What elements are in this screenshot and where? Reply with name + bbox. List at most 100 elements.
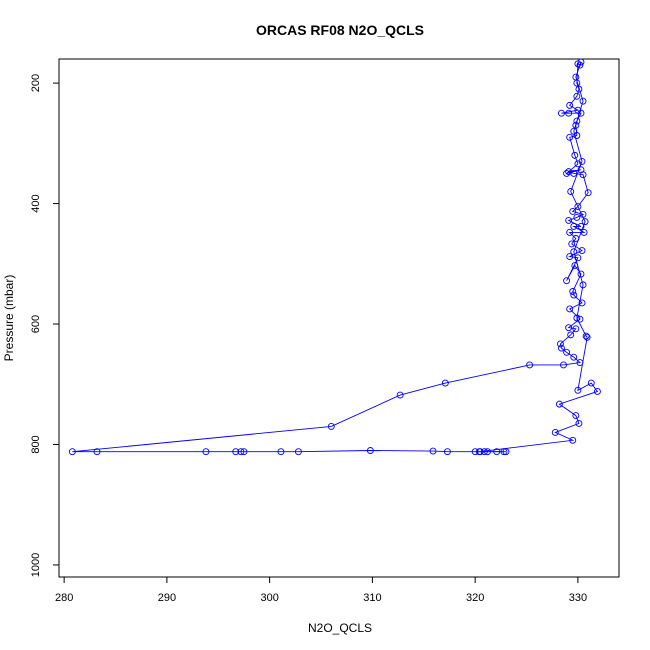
data-point	[569, 436, 577, 444]
series-line	[479, 61, 599, 453]
data-point	[587, 379, 595, 387]
data-point	[573, 213, 581, 221]
data-point	[569, 288, 577, 295]
data-point	[574, 386, 582, 394]
data-point	[563, 169, 571, 177]
data-point	[565, 109, 573, 117]
data-point	[567, 188, 575, 195]
data-point	[237, 448, 245, 456]
data-point	[560, 361, 567, 369]
x-tick-label: 280	[55, 592, 73, 604]
data-point	[565, 168, 573, 176]
data-point	[500, 448, 508, 456]
data-point	[240, 448, 248, 456]
data-point	[570, 353, 578, 361]
data-point	[573, 314, 581, 322]
data-point	[578, 299, 586, 307]
data-point	[563, 348, 571, 356]
data-point	[443, 448, 451, 456]
data-point	[570, 248, 578, 256]
data-point	[570, 291, 578, 299]
data-point	[232, 448, 240, 456]
data-point	[577, 58, 585, 66]
data-point	[277, 448, 285, 456]
data-point	[573, 117, 581, 125]
y-tick-label: 800	[30, 435, 42, 453]
data-point	[566, 253, 574, 261]
plot-frame	[58, 58, 620, 578]
data-point	[577, 166, 585, 174]
data-point	[584, 189, 592, 197]
data-point	[579, 97, 587, 105]
data-point	[567, 331, 575, 339]
y-tick-label: 1000	[30, 553, 42, 577]
data-point	[579, 281, 587, 289]
data-point	[572, 121, 580, 129]
x-tick-label: 330	[569, 592, 587, 604]
data-point	[396, 391, 404, 399]
series-line	[72, 63, 589, 453]
data-point	[571, 151, 579, 159]
y-tick-label: 400	[30, 194, 42, 212]
data-point	[555, 400, 563, 408]
data-point	[572, 73, 580, 81]
data-point	[566, 101, 574, 109]
data-point	[441, 379, 449, 387]
data-point	[575, 419, 583, 427]
data-point	[202, 448, 210, 456]
data-point	[572, 325, 580, 333]
data-point	[558, 109, 565, 117]
x-tick-label: 310	[363, 592, 381, 604]
x-axis: 280 290 300 310 320 330	[55, 577, 587, 604]
data-point	[565, 324, 573, 332]
data-point	[574, 254, 582, 262]
y-tick-label: 600	[30, 315, 42, 333]
y-axis: 200 400 600 800 1000	[30, 74, 59, 577]
data-point	[93, 448, 101, 456]
data-point	[68, 448, 76, 456]
data-point	[569, 207, 577, 215]
data-point	[475, 448, 483, 456]
data-point	[578, 157, 586, 165]
chart-title: ORCAS RF08 N2O_QCLS	[256, 22, 424, 38]
x-tick-label: 300	[260, 592, 278, 604]
data-point	[581, 218, 589, 226]
data-point	[578, 247, 586, 254]
y-axis-label: Pressure (mbar)	[2, 275, 16, 362]
data-point	[526, 361, 534, 369]
y-tick-label: 200	[30, 74, 42, 92]
x-tick-label: 290	[158, 592, 176, 604]
data-point	[574, 106, 582, 114]
data-point	[570, 222, 578, 230]
data-point	[574, 203, 582, 211]
data-point	[593, 388, 601, 395]
data-point	[572, 412, 580, 420]
data-point	[563, 277, 571, 285]
x-axis-label: N2O_QCLS	[308, 621, 372, 635]
data-point	[429, 447, 437, 455]
data-point	[327, 422, 335, 430]
data-point	[471, 448, 479, 456]
data-point	[576, 61, 584, 69]
data-point	[366, 447, 374, 454]
series-layer	[68, 58, 601, 456]
x-tick-label: 320	[466, 592, 484, 604]
data-point	[570, 127, 578, 135]
data-point	[568, 240, 576, 248]
data-point	[556, 340, 564, 348]
data-point	[583, 333, 591, 341]
data-point	[565, 216, 573, 224]
data-point	[576, 315, 584, 323]
data-point	[582, 332, 590, 340]
data-point	[566, 229, 574, 236]
data-point	[294, 448, 302, 456]
data-point	[551, 428, 559, 436]
data-point	[566, 305, 574, 313]
data-point	[484, 448, 491, 456]
data-point	[566, 133, 574, 141]
data-point	[577, 222, 585, 230]
data-point	[573, 92, 581, 100]
data-point	[558, 344, 565, 352]
